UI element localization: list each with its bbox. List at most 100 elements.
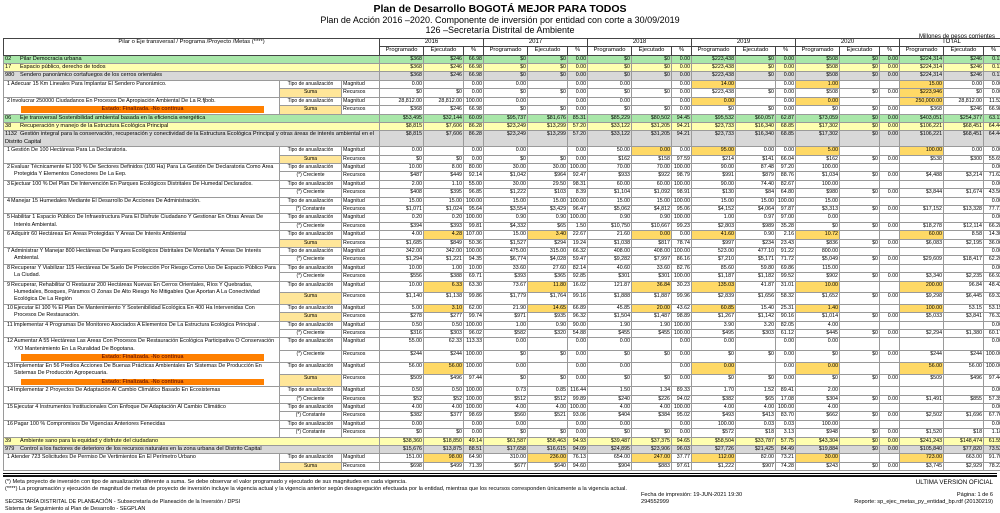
value-cell xyxy=(735,79,777,90)
value-cell: 0.00 xyxy=(879,88,901,98)
value-cell: $499 xyxy=(423,461,465,472)
value-cell: $65 xyxy=(527,221,569,232)
value-cell: 97.00 xyxy=(775,213,797,223)
value-cell: 0.00 xyxy=(983,337,1000,351)
value-cell: $1,504 xyxy=(587,312,633,322)
value-cell xyxy=(839,361,881,375)
value-cell: $1,182 xyxy=(735,272,777,282)
value-cell: $23,733 xyxy=(691,130,737,148)
value-cell: 0.00 xyxy=(775,71,797,81)
value-cell: 0.00 xyxy=(671,230,693,240)
value-cell: $512 xyxy=(527,394,569,404)
value-cell: $300 xyxy=(943,154,985,164)
value-cell: $0 xyxy=(527,373,569,388)
value-cell: 0.00 xyxy=(983,402,1000,413)
value-cell: $6,083 xyxy=(899,238,945,249)
value-cell: $1,142 xyxy=(735,312,777,322)
value-cell: 88.76 xyxy=(775,171,797,181)
value-cell: 5.00 xyxy=(795,146,841,156)
value-cell: $16,340 xyxy=(735,121,777,132)
col-header-%-2018: % xyxy=(671,46,693,56)
tipo-anualizacion-value: (*) Creciente xyxy=(279,221,342,232)
value-cell: $106,221 xyxy=(899,130,945,148)
value-cell: 100.00 xyxy=(899,303,945,314)
meta-number: 4 xyxy=(7,197,10,204)
value-cell: 53.15 xyxy=(943,303,985,314)
col-header-%-2020: % xyxy=(879,46,901,56)
value-cell: 0.00 xyxy=(671,373,693,388)
value-cell: 0.20 xyxy=(423,213,465,223)
value-cell: 92.85 xyxy=(567,272,589,282)
value-cell: $445 xyxy=(795,329,841,339)
value-cell: 100.00 xyxy=(463,213,485,223)
value-cell: $0 xyxy=(839,373,881,388)
value-cell: $18 xyxy=(943,428,985,438)
value-cell xyxy=(839,337,881,351)
value-cell: 66.32 xyxy=(567,246,589,257)
value-cell: 0.00 xyxy=(775,337,797,351)
org-line-1: SECRETARÍA DISTRITAL DE PLANEACIÓN - Sub… xyxy=(5,499,241,506)
value-cell: $103 xyxy=(527,188,569,198)
meta-number: 7 xyxy=(7,248,10,254)
value-cell: $105,840 xyxy=(899,444,945,455)
value-cell: 0.00 xyxy=(943,79,985,90)
value-cell: $303 xyxy=(423,329,465,339)
value-cell: 60.00 xyxy=(631,179,673,190)
recursos-label: Recursos xyxy=(340,88,381,98)
row-label: 39 Ambiente sano para la equidad y disfru… xyxy=(2,436,381,446)
value-cell: 0.90 xyxy=(631,213,673,223)
tipo-anualizacion-value: (*) Creciente xyxy=(279,349,342,363)
value-cell: $997 xyxy=(691,238,737,249)
value-cell: $662 xyxy=(795,411,841,421)
value-cell: 1.18 xyxy=(983,428,1000,438)
value-cell: $0 xyxy=(631,373,673,388)
table-row: 1Atender 723 Solicitudes De Permiso De V… xyxy=(3,453,1000,472)
row-title: Eje transversal Sostenibilidad ambiental… xyxy=(20,114,206,121)
value-cell: 0.00 xyxy=(567,88,589,98)
value-cell xyxy=(839,263,881,274)
meta-number: 1 xyxy=(7,80,10,87)
value-cell: 523.00 xyxy=(691,246,737,257)
recursos-label: Recursos xyxy=(340,349,381,363)
col-header-%-2017: % xyxy=(567,46,589,56)
value-cell: 15.00 xyxy=(735,196,777,206)
meta-title: Ejecutar 4 Instrumentos Institucionales … xyxy=(14,403,226,410)
value-cell: 0.00 xyxy=(775,146,797,156)
value-cell: $0 xyxy=(423,428,465,438)
col-header-year-2019: 2019 xyxy=(691,37,797,48)
value-cell: 663.00 xyxy=(943,453,985,463)
magnitud-label: Magnitud xyxy=(340,402,381,413)
value-cell: 82.05 xyxy=(775,320,797,331)
value-cell xyxy=(879,96,901,107)
value-cell: 135.03 xyxy=(691,280,737,294)
recursos-label: Recursos xyxy=(340,292,381,305)
value-cell: 4.00 xyxy=(527,402,569,413)
col-header-year-2018: 2018 xyxy=(587,37,693,48)
value-cell: $855 xyxy=(943,394,985,404)
value-cell: $13,299 xyxy=(527,121,569,132)
value-cell: $77,820 xyxy=(943,444,985,455)
value-cell: 10.00 xyxy=(379,263,425,274)
value-cell: $244 xyxy=(943,349,985,363)
value-cell xyxy=(839,146,881,156)
value-cell: 100.00 xyxy=(463,246,485,257)
value-cell: 62.00 xyxy=(463,303,485,314)
value-cell: 60.00 xyxy=(587,179,633,190)
value-cell: $3,429 xyxy=(527,204,569,215)
value-cell: 95.64 xyxy=(463,204,485,215)
value-cell: 0.00 xyxy=(671,428,693,438)
value-cell: $2,839 xyxy=(691,292,737,305)
value-cell: $2,294 xyxy=(899,329,945,339)
value-cell: $0 xyxy=(631,71,673,81)
value-cell: 56.00 xyxy=(379,361,425,375)
print-date: Fecha de impresión: 19-JUN-2021 19:30 xyxy=(641,492,743,499)
value-cell: 0.00 xyxy=(671,337,693,351)
value-cell: 0.00 xyxy=(775,88,797,98)
magnitud-label: Magnitud xyxy=(340,230,381,240)
meta-number: 14 xyxy=(7,387,13,394)
value-cell: $0 xyxy=(839,62,881,73)
value-cell: $3,844 xyxy=(899,188,945,198)
value-cell: $0 xyxy=(839,272,881,282)
value-cell: 0.90 xyxy=(527,213,569,223)
footnote-2: (****) La programación y ejecución de ma… xyxy=(5,486,627,493)
